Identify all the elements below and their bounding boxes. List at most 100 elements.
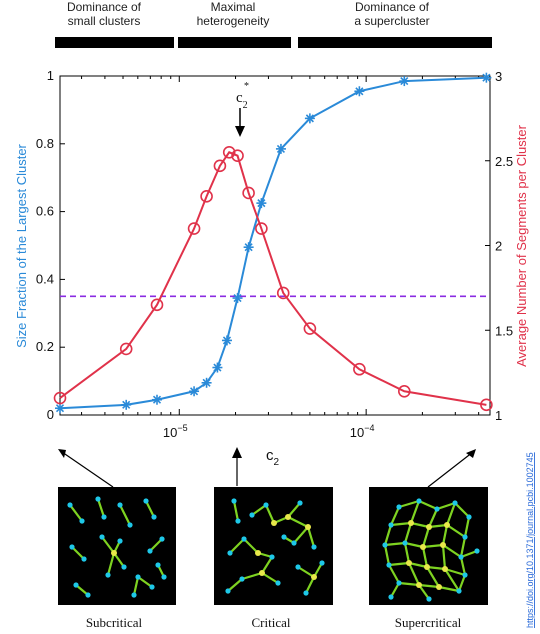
network-edge	[388, 564, 400, 584]
critical-label: c2	[236, 90, 248, 111]
network-node	[263, 502, 269, 508]
doi-link[interactable]: https://doi.org/10.1371/journal.pcbi.100…	[525, 452, 535, 628]
network-node	[73, 582, 79, 588]
asterisk-stroke	[213, 363, 222, 372]
y-left-tick-label: 0.8	[36, 136, 54, 151]
asterisk-stroke	[233, 293, 242, 303]
network-edge	[389, 506, 401, 526]
network-node	[440, 542, 446, 548]
network-panel-supercritical	[369, 487, 488, 605]
network-node	[285, 514, 291, 520]
network-edge	[409, 500, 421, 524]
network-node	[85, 592, 91, 598]
network-node	[291, 540, 297, 546]
data-point-circle	[200, 190, 213, 203]
arrow-critical-head	[232, 447, 242, 458]
network-node	[161, 574, 167, 580]
series-line-largest-cluster	[59, 76, 487, 410]
network-edge	[384, 541, 406, 547]
network-node	[105, 572, 111, 578]
network-edge	[119, 504, 131, 526]
network-edge	[106, 552, 116, 576]
network-edge	[96, 498, 106, 518]
data-point-asterisk	[481, 72, 492, 83]
network-node	[67, 502, 73, 508]
network-edge	[297, 566, 315, 578]
network-edge	[132, 576, 140, 596]
network-edge	[251, 504, 267, 516]
network-node	[406, 560, 412, 566]
network-node	[416, 498, 422, 504]
network-node	[396, 504, 402, 510]
network-edge	[71, 546, 85, 560]
network-edge	[229, 538, 245, 554]
network-node	[466, 514, 472, 520]
data-point-asterisk	[256, 198, 267, 209]
caption-critical: Critical	[252, 615, 291, 630]
asterisk-stroke	[190, 387, 199, 396]
network-panel-critical	[214, 487, 333, 605]
network-node	[319, 560, 325, 566]
network-edge	[388, 561, 410, 567]
x-axis-label: c2	[266, 447, 280, 468]
plot-frame	[59, 75, 491, 416]
y-left-tick-label: 0.2	[36, 339, 54, 354]
network-edge	[454, 502, 470, 518]
network-edge	[444, 568, 460, 592]
network-edge	[418, 583, 440, 589]
network-node	[402, 540, 408, 546]
network-node	[149, 584, 155, 590]
network-edge	[421, 526, 431, 548]
y-right-tick-label: 3	[495, 69, 502, 84]
network-edge	[421, 546, 429, 568]
network-edge	[441, 544, 447, 570]
network-node	[382, 542, 388, 548]
x-tick-label: 10−4	[350, 423, 375, 440]
network-node	[462, 572, 468, 578]
x-tick-label-exponent: −5	[177, 423, 187, 433]
network-edge	[460, 549, 478, 559]
network-edge	[403, 522, 413, 544]
x-axis-label-subscript: 2	[274, 457, 280, 468]
data-point-asterisk	[354, 86, 365, 97]
chart-series	[53, 72, 493, 414]
network-node	[225, 588, 231, 594]
network-node	[424, 564, 430, 570]
network-edge	[445, 502, 457, 526]
critical-label-superscript: *	[244, 81, 249, 92]
network-node	[311, 574, 317, 580]
regime-2-line-2: heterogeneity	[197, 14, 270, 28]
data-point-asterisk	[189, 386, 200, 397]
network-node	[295, 564, 301, 570]
data-point-circle	[53, 391, 67, 405]
regime-3-line-1: Dominance of	[355, 0, 430, 14]
network-node	[474, 548, 480, 554]
network-node	[420, 544, 426, 550]
network-node	[396, 580, 402, 586]
network-edge	[444, 567, 466, 577]
network-node	[408, 520, 414, 526]
network-node	[275, 580, 281, 586]
data-point-asterisk	[232, 293, 243, 304]
network-node	[135, 574, 141, 580]
regime-1-line-2: small clusters	[68, 14, 141, 28]
network-edge	[390, 521, 412, 527]
network-panel-subcritical	[58, 487, 176, 605]
network-node	[434, 506, 440, 512]
network-node	[81, 556, 87, 562]
y-right-tick-label: 2.5	[495, 154, 513, 169]
data-point-asterisk	[275, 143, 286, 154]
y-right-tick-label: 1.5	[495, 323, 513, 338]
data-point-asterisk	[399, 76, 410, 87]
asterisk-stroke	[244, 243, 253, 252]
data-point-circle	[119, 342, 133, 356]
network-node	[227, 550, 233, 556]
network-node	[452, 500, 458, 506]
network-node	[436, 584, 442, 590]
network-node	[388, 594, 394, 600]
network-node	[249, 512, 255, 518]
x-axis-label-base: c	[266, 447, 274, 464]
y-left-tick-label: 0.4	[36, 271, 54, 286]
network-node	[416, 582, 422, 588]
caption-subcritical: Subcritical	[86, 615, 143, 630]
